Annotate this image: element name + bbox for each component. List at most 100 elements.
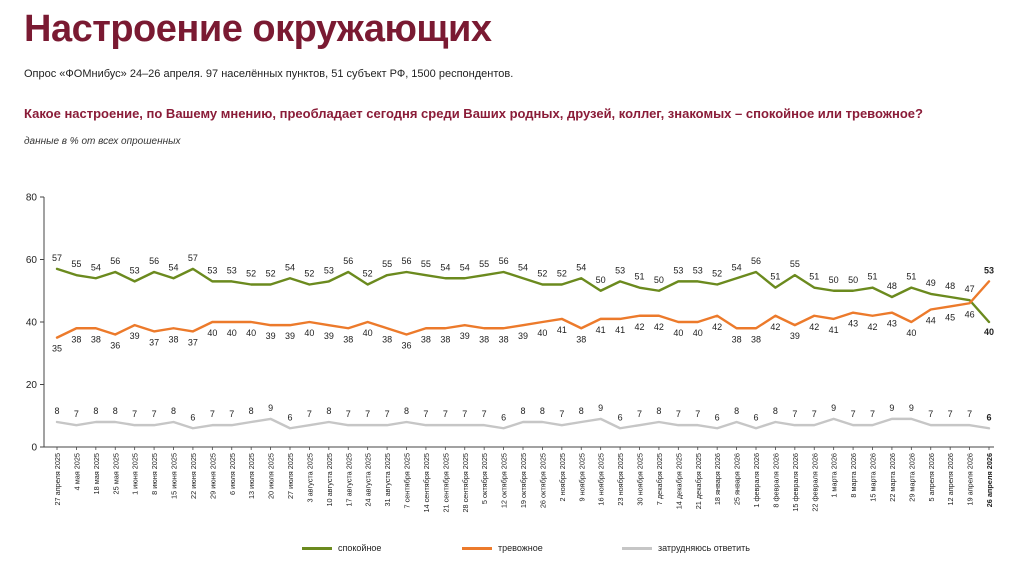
data-label-series-1: 51 <box>770 272 780 282</box>
x-tick-label: 31 августа 2025 <box>383 453 392 507</box>
data-label-series-1: 53 <box>207 265 217 275</box>
x-tick-label: 1 марта 2026 <box>830 453 839 498</box>
data-label-series-2: 40 <box>246 328 256 338</box>
x-tick-label: 15 марта 2026 <box>869 453 878 502</box>
data-label-series-1: 56 <box>401 256 411 266</box>
data-label-series-2: 39 <box>285 331 295 341</box>
x-tick-label: 22 марта 2026 <box>888 453 897 502</box>
data-label-series-3: 7 <box>385 409 390 419</box>
data-label-series-1: 52 <box>537 269 547 279</box>
data-label-series-2: 37 <box>149 337 159 347</box>
data-label-series-2: 41 <box>829 325 839 335</box>
data-label-series-3: 7 <box>637 409 642 419</box>
data-label-series-3: 7 <box>74 409 79 419</box>
x-tick-label: 18 января 2026 <box>713 453 722 505</box>
x-tick-label: 13 июля 2025 <box>247 453 256 499</box>
data-label-series-3: 7 <box>307 409 312 419</box>
data-label-series-2: 36 <box>110 341 120 351</box>
data-label-series-3: 7 <box>346 409 351 419</box>
x-tick-label: 20 июля 2025 <box>267 453 276 499</box>
data-label-series-1: 55 <box>71 259 81 269</box>
legend-item-anxious: тревожное <box>462 541 543 555</box>
data-label-series-2: 38 <box>91 334 101 344</box>
data-label-series-1: 54 <box>732 262 742 272</box>
y-tick-label: 20 <box>26 380 38 391</box>
data-label-series-1: 52 <box>363 269 373 279</box>
data-label-series-2: 40 <box>207 328 217 338</box>
data-label-series-2: 39 <box>324 331 334 341</box>
data-label-series-3: 9 <box>889 403 894 413</box>
data-label-series-2: 37 <box>188 337 198 347</box>
data-label-series-2: 42 <box>712 322 722 332</box>
data-label-series-2: 42 <box>809 322 819 332</box>
legend-label-undecided: затрудняюсь ответить <box>658 543 750 553</box>
data-label-series-1: 48 <box>887 281 897 291</box>
data-label-series-3: 7 <box>851 409 856 419</box>
series-line-3 <box>55 417 991 430</box>
data-label-series-2: 42 <box>770 322 780 332</box>
data-label-series-3: 7 <box>812 409 817 419</box>
data-label-series-2: 40 <box>227 328 237 338</box>
y-tick-label: 0 <box>31 443 37 454</box>
data-label-series-3: 6 <box>715 412 720 422</box>
x-tick-label: 15 июня 2025 <box>170 453 179 499</box>
data-label-series-1: 54 <box>440 262 450 272</box>
data-label-series-2: 40 <box>304 328 314 338</box>
data-label-series-3: 7 <box>365 409 370 419</box>
data-label-series-1: 40 <box>984 327 994 337</box>
data-label-series-3: 8 <box>93 406 98 416</box>
data-label-series-3: 8 <box>54 406 59 416</box>
data-label-series-3: 7 <box>423 409 428 419</box>
y-tick-label: 60 <box>26 255 38 266</box>
x-tick-label: 8 июня 2025 <box>150 453 159 495</box>
data-label-series-1: 57 <box>52 253 62 263</box>
x-tick-label: 5 октября 2025 <box>480 453 489 504</box>
data-label-series-1: 51 <box>809 272 819 282</box>
data-label-series-2: 43 <box>887 319 897 329</box>
data-label-series-1: 56 <box>499 256 509 266</box>
x-tick-label: 18 мая 2025 <box>92 453 101 494</box>
x-tick-label: 17 августа 2025 <box>344 453 353 507</box>
data-label-series-3: 7 <box>967 409 972 419</box>
data-label-series-1: 51 <box>634 272 644 282</box>
data-label-series-1: 55 <box>790 259 800 269</box>
data-label-series-1: 52 <box>304 269 314 279</box>
survey-subtitle: Опрос «ФОМнибус» 24–26 апреля. 97 населё… <box>24 68 514 80</box>
data-label-series-3: 8 <box>171 406 176 416</box>
data-label-series-1: 55 <box>421 259 431 269</box>
data-label-series-1: 52 <box>712 269 722 279</box>
data-label-series-2: 39 <box>518 331 528 341</box>
data-label-series-2: 39 <box>460 331 470 341</box>
data-label-series-1: 50 <box>654 275 664 285</box>
data-label-series-2: 42 <box>867 322 877 332</box>
data-label-series-3: 7 <box>152 409 157 419</box>
data-label-series-2: 42 <box>634 322 644 332</box>
data-label-series-3: 7 <box>559 409 564 419</box>
data-label-series-1: 51 <box>867 272 877 282</box>
data-label-series-3: 6 <box>618 412 623 422</box>
data-label-series-2: 45 <box>945 312 955 322</box>
data-label-series-1: 53 <box>615 265 625 275</box>
data-label-series-2: 41 <box>615 325 625 335</box>
data-label-series-1: 53 <box>130 265 140 275</box>
data-label-series-1: 50 <box>596 275 606 285</box>
data-label-series-1: 54 <box>91 262 101 272</box>
data-label-series-3: 7 <box>948 409 953 419</box>
data-label-series-1: 56 <box>149 256 159 266</box>
x-tick-label: 8 марта 2026 <box>849 453 858 498</box>
data-label-series-1: 52 <box>266 269 276 279</box>
data-label-series-1: 54 <box>460 262 470 272</box>
survey-question: Какое настроение, по Вашему мнению, прео… <box>24 106 923 121</box>
x-tick-label: 8 февраля 2026 <box>771 453 780 508</box>
data-label-series-1: 56 <box>110 256 120 266</box>
x-tick-label: 19 октября 2025 <box>519 453 528 508</box>
x-tick-label: 23 ноября 2025 <box>616 453 625 506</box>
x-tick-label: 12 апреля 2026 <box>946 453 955 506</box>
x-tick-label: 1 июня 2025 <box>131 453 140 495</box>
data-label-series-2: 39 <box>790 331 800 341</box>
x-tick-label: 9 ноября 2025 <box>577 453 586 502</box>
data-label-series-3: 6 <box>501 412 506 422</box>
data-label-series-3: 8 <box>734 406 739 416</box>
data-label-series-3: 8 <box>113 406 118 416</box>
